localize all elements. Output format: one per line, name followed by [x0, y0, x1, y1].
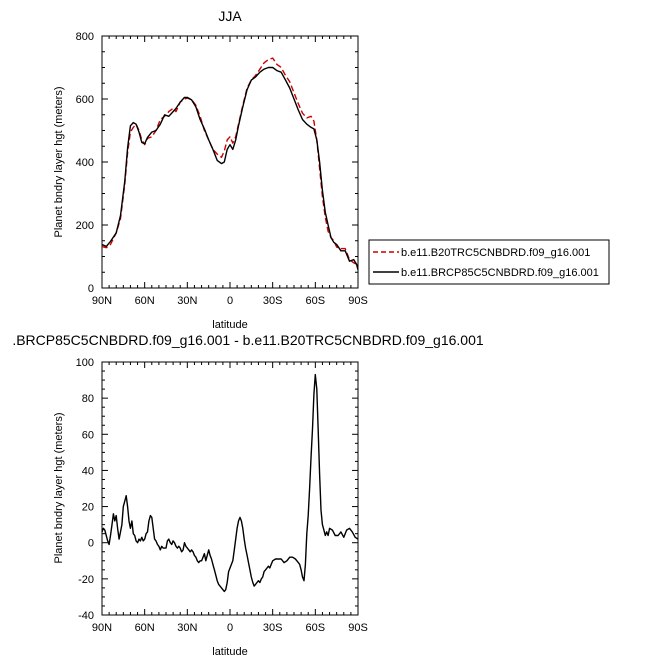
- legend-label-historical: b.e11.B20TRC5CNBDRD.f09_g16.001: [401, 247, 590, 259]
- top-y-tick-label: 200: [76, 220, 94, 232]
- bottom-y-axis-label: Planet bndry layer hgt (meters): [53, 412, 65, 563]
- top-x-tick-label: 90N: [92, 295, 112, 307]
- top-y-tick-label: 600: [76, 94, 94, 106]
- top-y-tick-label: 400: [76, 157, 94, 169]
- top-y-axis-label: Planet bndry layer hgt (meters): [53, 86, 65, 237]
- top-x-tick-label: 0: [227, 295, 233, 307]
- bottom-y-tick-label: 100: [76, 357, 94, 369]
- legend: b.e11.B20TRC5CNBDRD.f09_g16.001 b.e11.BR…: [368, 239, 610, 285]
- top-chart-title: JJA: [218, 8, 242, 24]
- bottom-series-group: [101, 373, 359, 593]
- bottom-x-tick-label: 0: [227, 622, 233, 634]
- bottom-x-tick-label: 60S: [306, 622, 326, 634]
- top-x-tick-label: 60N: [135, 295, 155, 307]
- top-series-group: [101, 57, 359, 270]
- bottom-x-axis-label: latitude: [212, 646, 247, 658]
- top-series-line-2: [101, 66, 359, 270]
- top-y-tick-label: 800: [76, 31, 94, 43]
- legend-box: [368, 239, 610, 285]
- top-panel: JJA 90N 60N 30N 0 30S 60S 90S 0 200 400 600 800 lat…: [53, 8, 368, 331]
- bottom-chart-title: .BRCP85C5CNBDRD.f09_g16.001 - b.e11.B20T…: [12, 332, 484, 348]
- bottom-y-tick-label: 80: [82, 393, 94, 405]
- bottom-x-tick-label: 30S: [263, 622, 283, 634]
- top-x-tick-label: 30N: [177, 295, 197, 307]
- top-axis-ticks: 90N 60N 30N 0 30S 60S 90S 0 200 400 600 800: [76, 31, 368, 307]
- bottom-x-tick-label: 60N: [135, 622, 155, 634]
- bottom-x-tick-label: 90S: [348, 622, 368, 634]
- top-y-tick-label: 0: [88, 283, 94, 295]
- bottom-y-tick-label: -40: [78, 610, 94, 622]
- bottom-y-tick-label: 40: [82, 465, 94, 477]
- bottom-y-tick-label: 0: [88, 538, 94, 550]
- top-x-tick-label: 60S: [306, 295, 326, 307]
- bottom-y-tick-label: 60: [82, 429, 94, 441]
- legend-label-rcp85: b.e11.BRCP85C5CNBDRD.f09_g16.001: [401, 267, 599, 279]
- bottom-y-tick-label: 20: [82, 502, 94, 514]
- top-x-axis-label: latitude: [212, 319, 247, 331]
- top-x-tick-label: 30S: [263, 295, 283, 307]
- bottom-y-tick-label: -20: [78, 574, 94, 586]
- bottom-x-tick-label: 90N: [92, 622, 112, 634]
- bottom-x-tick-label: 30N: [177, 622, 197, 634]
- bottom-axis-ticks: 90N 60N 30N 0 30S 60S 90S -40 -20 0 20 40 60 80 100: [76, 357, 368, 634]
- bottom-series-line-1: [101, 373, 359, 593]
- top-x-tick-label: 90S: [348, 295, 368, 307]
- bottom-panel: .BRCP85C5CNBDRD.f09_g16.001 - b.e11.B20T…: [12, 332, 484, 658]
